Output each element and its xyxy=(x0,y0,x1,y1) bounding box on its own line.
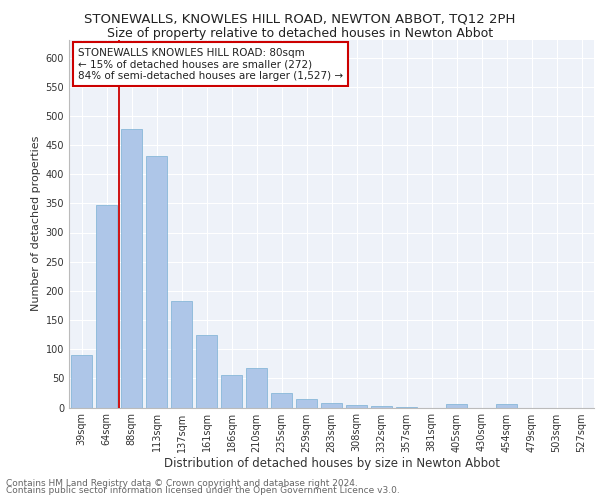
Bar xyxy=(196,334,217,407)
Bar xyxy=(496,404,517,407)
Text: STONEWALLS, KNOWLES HILL ROAD, NEWTON ABBOT, TQ12 2PH: STONEWALLS, KNOWLES HILL ROAD, NEWTON AB… xyxy=(85,12,515,26)
Text: Contains HM Land Registry data © Crown copyright and database right 2024.: Contains HM Land Registry data © Crown c… xyxy=(6,478,358,488)
Bar xyxy=(271,393,292,407)
Bar xyxy=(96,204,117,408)
X-axis label: Distribution of detached houses by size in Newton Abbot: Distribution of detached houses by size … xyxy=(163,458,499,470)
Bar xyxy=(296,400,317,407)
Bar xyxy=(371,406,392,408)
Bar xyxy=(396,407,417,408)
Bar xyxy=(171,302,192,408)
Bar xyxy=(246,368,267,408)
Bar xyxy=(71,355,92,408)
Bar xyxy=(346,404,367,407)
Y-axis label: Number of detached properties: Number of detached properties xyxy=(31,136,41,312)
Text: Contains public sector information licensed under the Open Government Licence v3: Contains public sector information licen… xyxy=(6,486,400,495)
Bar xyxy=(446,404,467,407)
Bar xyxy=(121,128,142,407)
Bar xyxy=(321,403,342,407)
Text: STONEWALLS KNOWLES HILL ROAD: 80sqm
← 15% of detached houses are smaller (272)
8: STONEWALLS KNOWLES HILL ROAD: 80sqm ← 15… xyxy=(78,48,343,81)
Bar xyxy=(221,376,242,408)
Bar xyxy=(146,156,167,408)
Text: Size of property relative to detached houses in Newton Abbot: Size of property relative to detached ho… xyxy=(107,28,493,40)
